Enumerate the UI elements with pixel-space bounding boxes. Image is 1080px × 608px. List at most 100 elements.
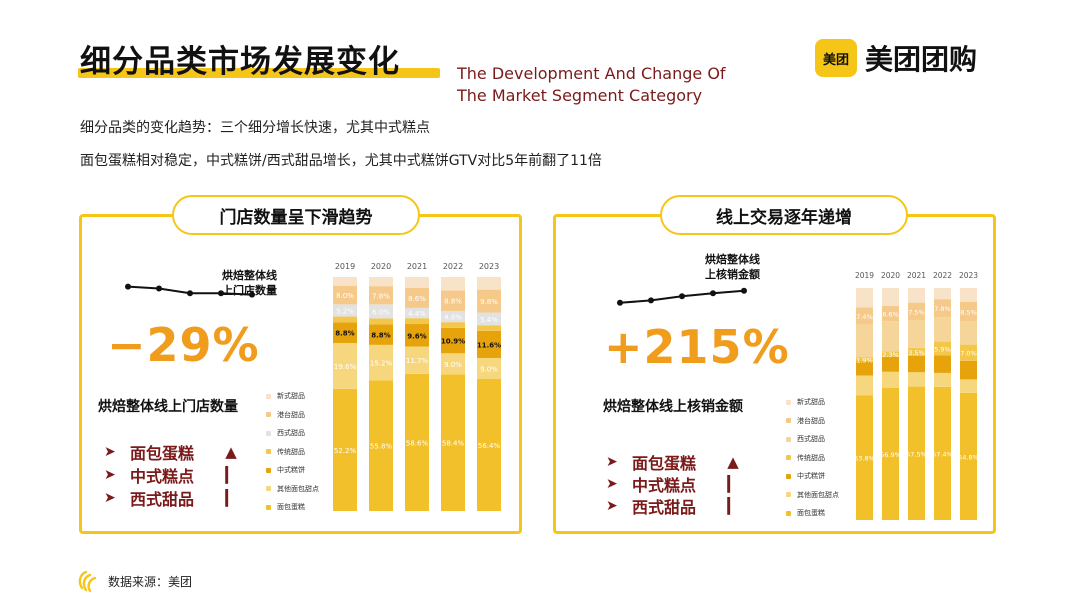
bar-segment — [405, 324, 429, 347]
data-label: 9.0% — [480, 365, 498, 373]
bar-segment — [934, 288, 951, 300]
chevron-right-icon: ➤ — [104, 467, 116, 483]
bar-segment — [908, 372, 925, 387]
left-trend-label-line-2: 上门店数量 — [222, 284, 277, 297]
legend-label: 新式甜品 — [277, 392, 305, 401]
bar-segment — [856, 324, 873, 358]
legend-swatch — [786, 473, 791, 479]
subtitle-line-1: The Development And Change Of — [457, 64, 726, 83]
bar-segment — [934, 372, 951, 387]
data-label: 9.6% — [407, 332, 426, 340]
right-big-value: +215% — [604, 320, 790, 374]
data-label: 8.8% — [444, 298, 462, 306]
bar-segment — [477, 277, 501, 290]
bar-segment — [405, 277, 429, 288]
data-label: 11.6% — [477, 341, 501, 349]
store-trend-point — [218, 290, 224, 297]
legend-item: 中式糕饼 — [266, 461, 319, 480]
left-panel-title: 门店数量呈下滑趋势 — [172, 195, 420, 235]
data-label: 3.5% — [908, 349, 925, 357]
legend-item: 传统甜品 — [266, 443, 319, 462]
legend-swatch — [786, 455, 791, 461]
data-label: 7.8% — [934, 305, 951, 313]
arrow-label: 西式甜品 — [632, 498, 697, 517]
data-label: 5.2% — [336, 307, 354, 315]
arrow-label: 面包蛋糕 — [130, 444, 195, 463]
arrow-row: ➤ 面包蛋糕 ▲ — [104, 441, 240, 463]
legend-label: 面包蛋糕 — [797, 509, 825, 518]
data-label: 9.0% — [444, 361, 462, 369]
bar-segment — [441, 327, 465, 354]
chevron-right-icon: ➤ — [104, 444, 116, 460]
data-label: 53.8% — [854, 455, 875, 463]
bar-segment — [960, 344, 977, 361]
store-trend-point — [156, 285, 162, 292]
bar-segment — [856, 375, 873, 396]
redemption-trend-point — [710, 290, 716, 297]
summary-line-2: 面包蛋糕相对稳定，中式糕饼/西式甜品增长，尤其中式糕饼GTV对比5年前翻了11倍 — [80, 153, 602, 169]
bar-segment — [477, 379, 501, 511]
legend-item: 面包蛋糕 — [266, 498, 319, 517]
data-label: 8.6% — [408, 295, 426, 303]
legend-label: 传统甜品 — [277, 447, 305, 456]
bar-segment — [934, 386, 951, 520]
bar-segment — [477, 312, 501, 326]
data-label: 7.8% — [372, 292, 390, 300]
bar-segment — [369, 324, 393, 345]
left-legend: 新式甜品 港台甜品 西式甜品 传统甜品 中式糕饼 其他面包甜点 面包蛋糕 — [266, 387, 319, 517]
year-label: 2019 — [855, 271, 874, 280]
bar-segment — [934, 299, 951, 318]
bar-segment — [333, 342, 357, 389]
legend-swatch — [266, 486, 271, 492]
year-label: 2022 — [933, 271, 952, 280]
store-trend-point — [125, 283, 131, 290]
legend-label: 其他面包甜点 — [797, 490, 839, 499]
store-trend-point — [249, 291, 255, 298]
bar-segment — [908, 288, 925, 303]
bar-segment — [333, 388, 357, 511]
bar-segment — [441, 322, 465, 328]
legend-swatch — [786, 436, 791, 442]
year-label: 2020 — [881, 271, 900, 280]
flat-bar-icon: ▎ — [727, 497, 739, 515]
bar-segment — [934, 355, 951, 373]
store-share-stacked-bar-chart: 2019 52.2% 19.6% 8.8% 5.2% 8.0% 2020 55.8% 15.2%… — [333, 262, 501, 511]
summary-line-1: 细分品类的变化趋势：三个细分增长快速，尤其中式糕点 — [80, 120, 430, 136]
legend-label: 港台甜品 — [797, 416, 825, 425]
bar-segment — [369, 318, 393, 325]
data-label: 15.2% — [370, 360, 393, 368]
redemption-trend-point — [617, 299, 623, 306]
data-label: 7.5% — [908, 308, 925, 316]
data-label: 2.3% — [882, 351, 899, 359]
chevron-right-icon: ➤ — [606, 476, 618, 492]
year-label: 2019 — [335, 262, 355, 271]
bar-segment — [333, 322, 357, 343]
chevron-right-icon: ➤ — [606, 498, 618, 514]
bar-segment — [908, 320, 925, 348]
redemption-amount-trend-chart — [617, 287, 747, 306]
bar-segment — [441, 374, 465, 511]
year-label: 2021 — [407, 262, 427, 271]
bar-segment — [405, 287, 429, 308]
bar-segment — [405, 318, 429, 325]
data-label: 52.2% — [334, 447, 357, 455]
legend-swatch — [266, 393, 271, 399]
bar-segment — [333, 277, 357, 286]
brand-logo: 美团 美团团购 — [815, 38, 977, 78]
legend-item: 中式糕饼 — [786, 467, 839, 486]
data-label: 5.9% — [934, 345, 951, 353]
legend-item: 港台甜品 — [786, 412, 839, 431]
bar-segment — [333, 285, 357, 305]
bar-segment — [369, 380, 393, 511]
title-highlight — [78, 68, 440, 78]
data-label: 8.8% — [335, 330, 354, 338]
legend-label: 面包蛋糕 — [277, 503, 305, 512]
arrow-label: 中式糕点 — [632, 476, 697, 495]
bar-segment — [882, 351, 899, 357]
data-label: 9.8% — [480, 298, 498, 306]
data-label: 7.4% — [856, 313, 873, 321]
chevron-right-icon: ➤ — [104, 490, 116, 506]
legend-label: 其他面包甜点 — [277, 484, 319, 493]
data-label: 6.0% — [372, 308, 390, 316]
redemption-trend-point — [741, 287, 747, 294]
